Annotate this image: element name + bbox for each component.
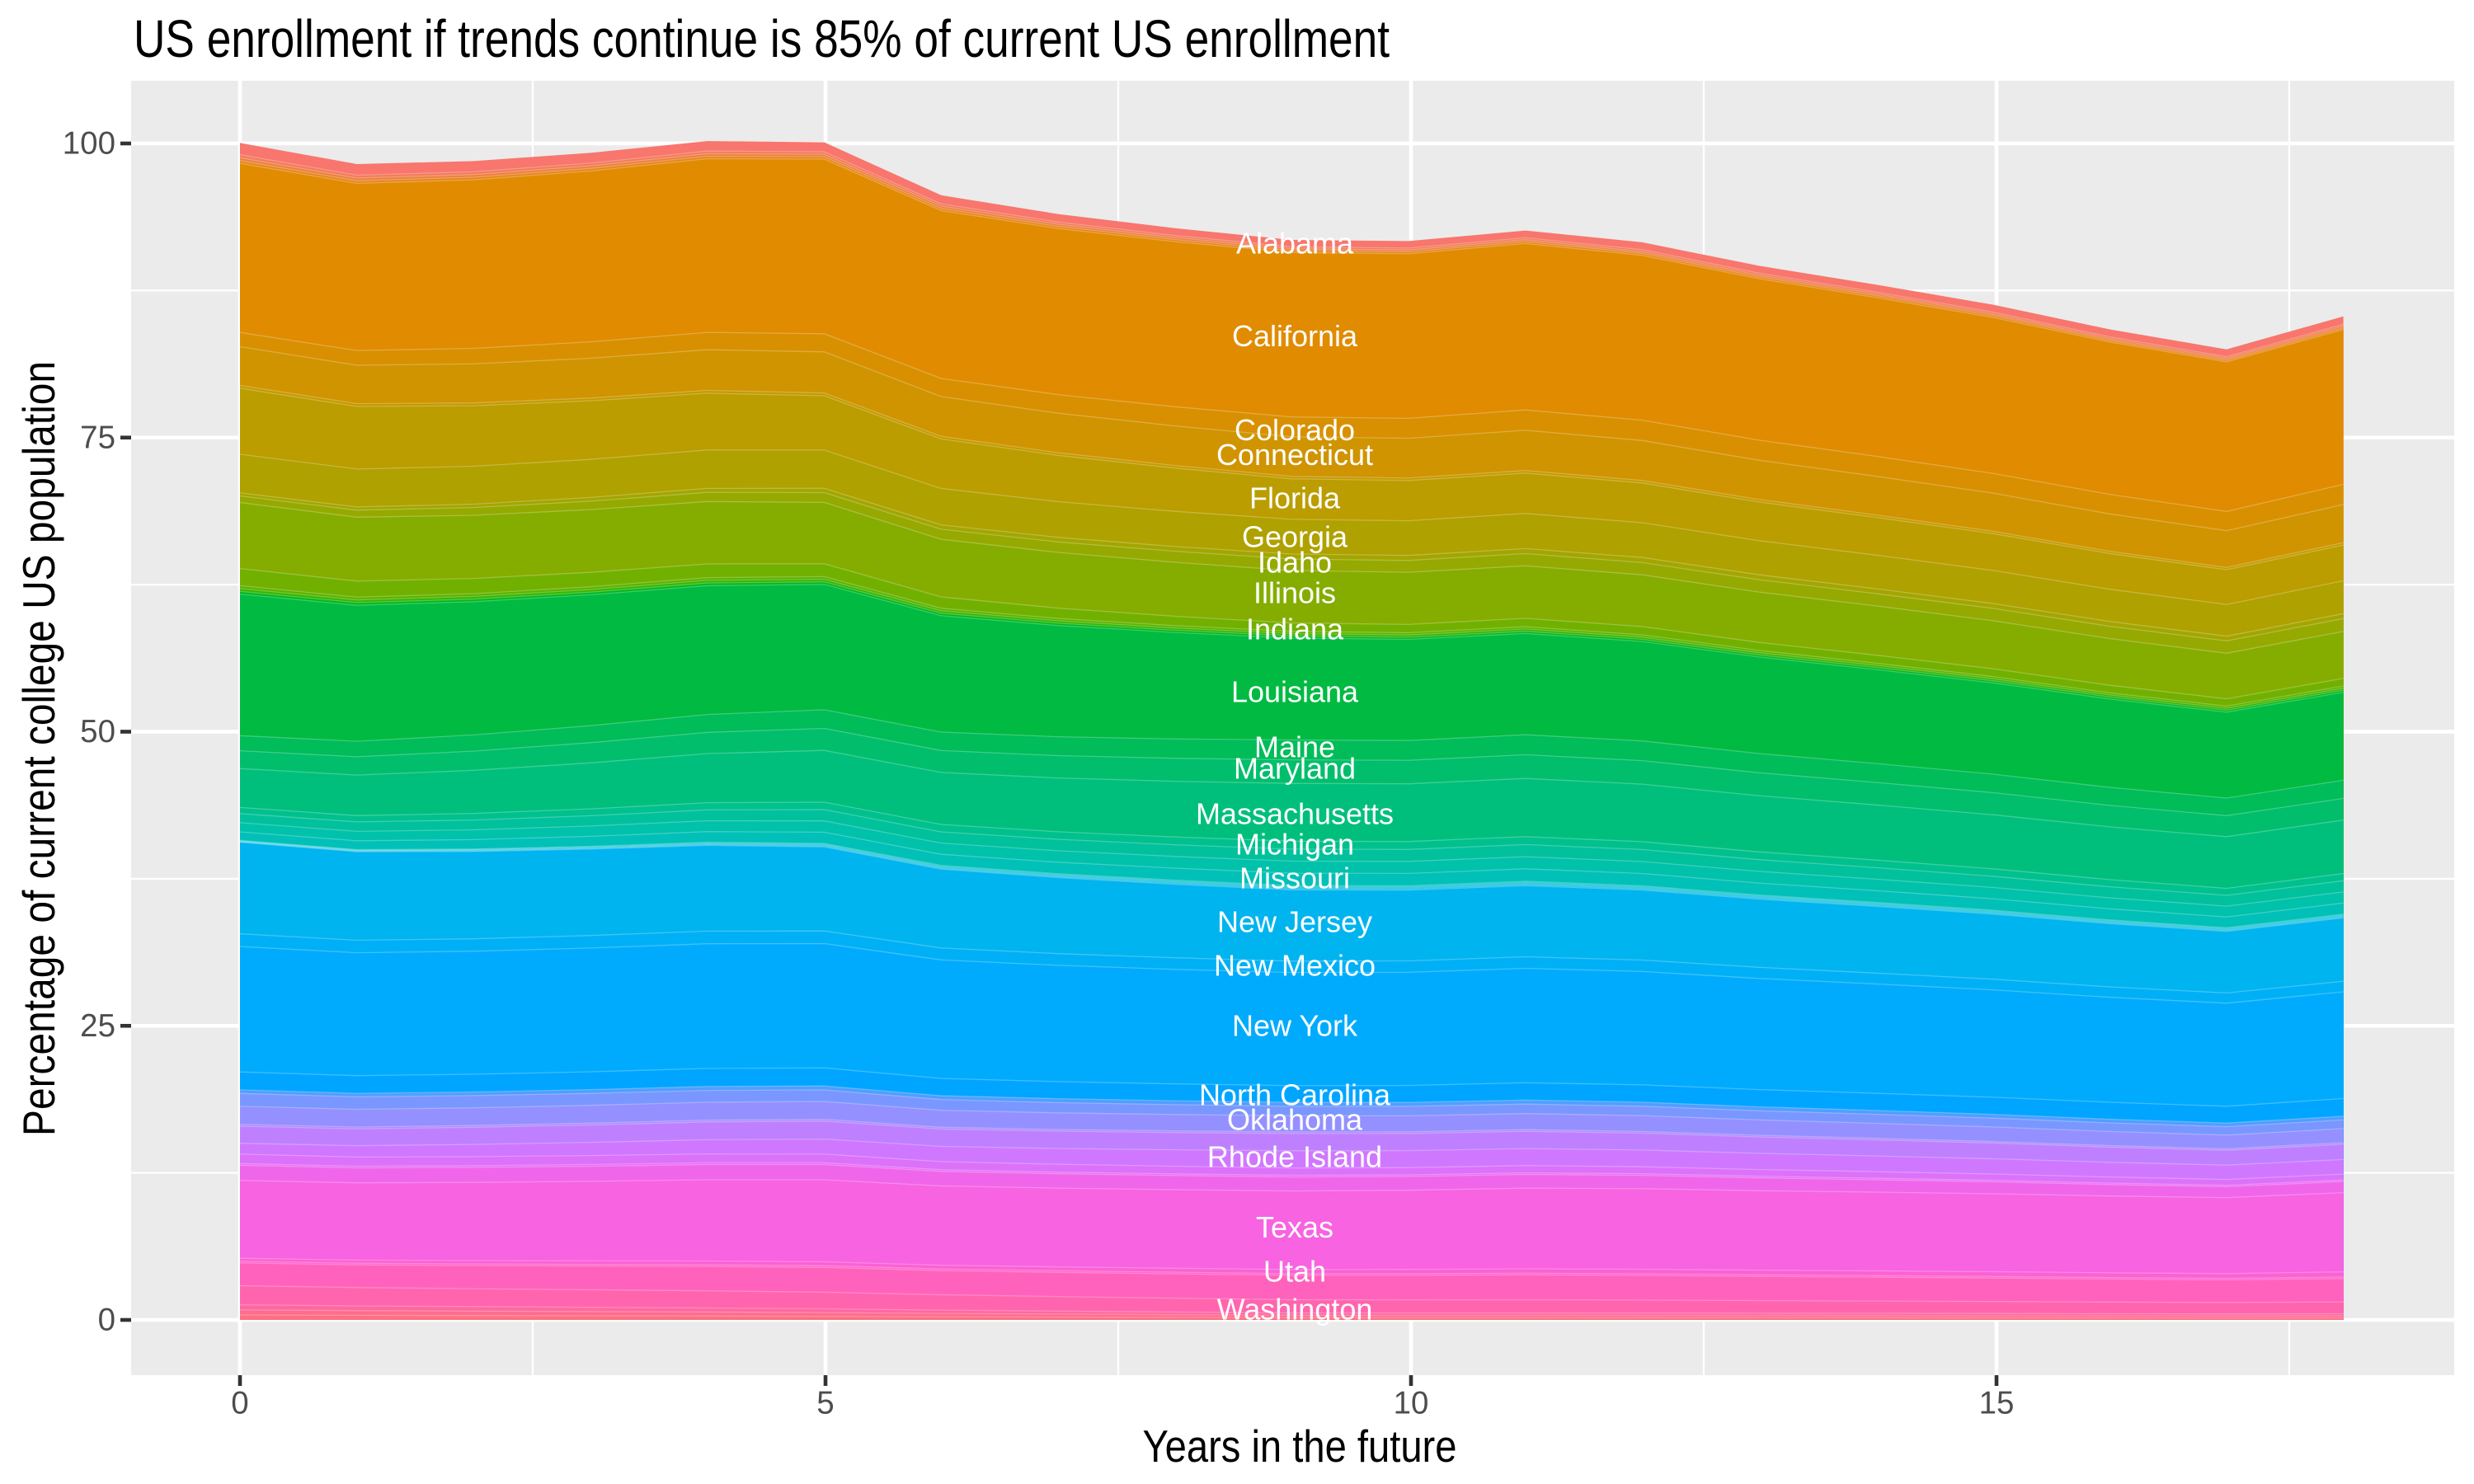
svg-text:New York: New York — [1232, 1009, 1358, 1043]
svg-text:Oklahoma: Oklahoma — [1227, 1103, 1363, 1137]
svg-text:50: 50 — [80, 714, 115, 749]
svg-text:Utah: Utah — [1263, 1255, 1326, 1289]
svg-text:Louisiana: Louisiana — [1231, 675, 1359, 709]
svg-text:5: 5 — [816, 1386, 834, 1421]
svg-text:Rhode Island: Rhode Island — [1207, 1140, 1382, 1174]
svg-text:US enrollment if trends contin: US enrollment if trends continue is 85% … — [134, 9, 1390, 68]
svg-text:Florida: Florida — [1249, 481, 1341, 514]
svg-text:Alabama: Alabama — [1236, 227, 1354, 261]
svg-text:Georgia: Georgia — [1242, 520, 1348, 554]
svg-text:Idaho: Idaho — [1258, 546, 1332, 580]
svg-text:North Carolina: North Carolina — [1199, 1078, 1391, 1112]
svg-text:Colorado: Colorado — [1235, 413, 1355, 447]
svg-text:Indiana: Indiana — [1246, 613, 1344, 646]
svg-text:0: 0 — [231, 1386, 248, 1421]
svg-text:Connecticut: Connecticut — [1216, 438, 1373, 472]
svg-text:California: California — [1232, 319, 1358, 353]
svg-text:0: 0 — [98, 1303, 115, 1338]
svg-text:Maine: Maine — [1254, 730, 1335, 764]
svg-text:Maryland: Maryland — [1234, 752, 1356, 786]
svg-text:Texas: Texas — [1256, 1210, 1333, 1244]
svg-text:100: 100 — [63, 126, 115, 162]
svg-text:10: 10 — [1394, 1386, 1429, 1421]
svg-text:15: 15 — [1979, 1386, 2015, 1421]
svg-text:Percentage of current college: Percentage of current college US populat… — [13, 361, 64, 1136]
svg-text:Illinois: Illinois — [1253, 576, 1336, 610]
svg-text:Years in the future: Years in the future — [1143, 1421, 1457, 1472]
svg-text:New Jersey: New Jersey — [1217, 905, 1372, 939]
svg-text:Missouri: Missouri — [1239, 862, 1350, 895]
svg-text:Massachusetts: Massachusetts — [1196, 797, 1394, 831]
svg-text:Michigan: Michigan — [1235, 828, 1354, 862]
svg-text:Washington: Washington — [1217, 1293, 1373, 1327]
svg-text:75: 75 — [80, 420, 115, 455]
svg-text:New Mexico: New Mexico — [1214, 949, 1376, 983]
svg-text:25: 25 — [80, 1008, 115, 1044]
